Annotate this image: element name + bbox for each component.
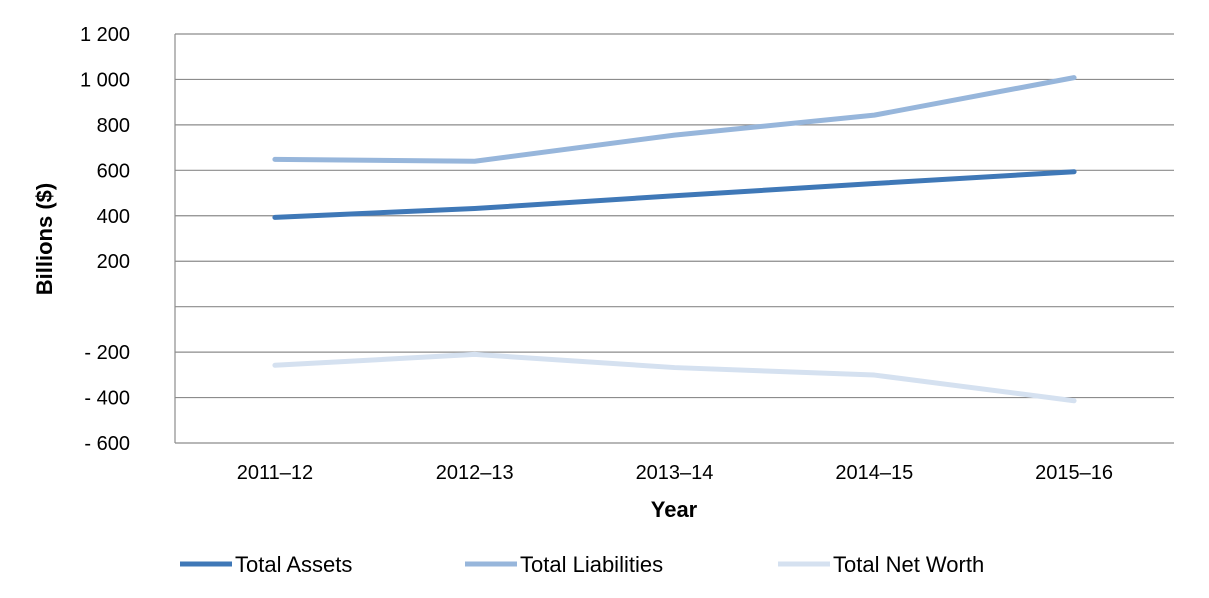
x-tick-label: 2014–15 <box>835 462 913 484</box>
y-tick-label: 600 <box>97 160 130 182</box>
series-line-total-net-worth <box>272 351 1077 404</box>
y-tick-label: 400 <box>97 206 130 228</box>
x-tick-labels: 2011–12 2012–13 2013–14 2014–15 2015–16 <box>237 462 1113 484</box>
y-axis-title: Billions ($) <box>32 183 57 295</box>
gridlines <box>174 33 1174 444</box>
x-tick-label: 2011–12 <box>237 462 313 484</box>
data-series <box>272 75 1077 404</box>
y-tick-label: - 400 <box>84 388 130 410</box>
series-line-total-assets <box>272 169 1077 220</box>
x-tick-label: 2012–13 <box>436 462 514 484</box>
x-tick-label: 2015–16 <box>1035 462 1113 484</box>
legend-label: Total Assets <box>235 552 352 577</box>
x-tick-label: 2013–14 <box>636 462 714 484</box>
legend: Total Assets Total Liabilities Total Net W… <box>180 552 984 577</box>
y-tick-labels: - 600 - 400 - 200 200 400 600 800 1 000 1 200 <box>80 24 130 455</box>
legend-label: Total Liabilities <box>520 552 663 577</box>
y-tick-label: 200 <box>97 251 130 273</box>
y-tick-label: - 200 <box>84 342 130 364</box>
x-axis-title: Year <box>651 497 698 522</box>
y-tick-label: - 600 <box>84 433 130 455</box>
legend-label: Total Net Worth <box>833 552 984 577</box>
y-tick-label: 1 000 <box>80 69 130 91</box>
series-line-total-liabilities <box>272 75 1077 164</box>
y-tick-label: 1 200 <box>80 24 130 46</box>
y-tick-label: 800 <box>97 115 130 137</box>
